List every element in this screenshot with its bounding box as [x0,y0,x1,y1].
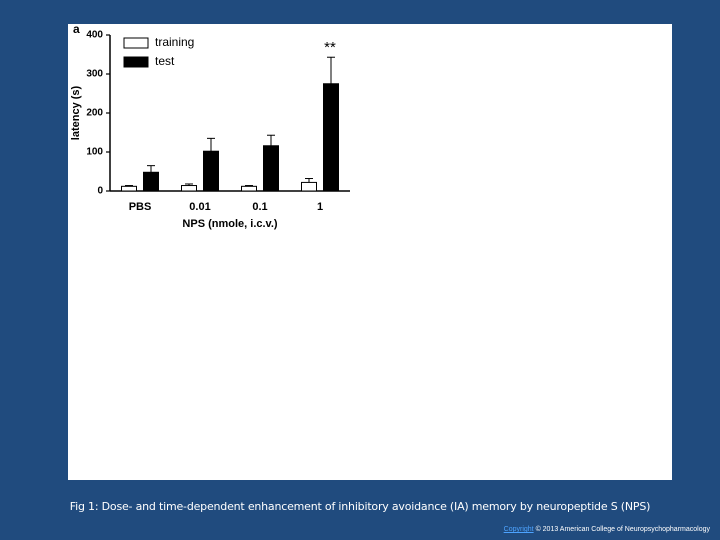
bar [301,181,317,192]
legend-swatch [123,56,149,68]
legend-label: training [155,35,194,49]
copyright-text: © 2013 American College of Neuropsychoph… [535,526,710,533]
bar [203,150,219,192]
legend-label: test [155,54,175,68]
x-tick-label: 1 [317,201,323,213]
bar [181,185,197,192]
y-tick-label: 200 [86,108,103,119]
y-tick-label: 400 [86,30,103,41]
x-tick-label: PBS [129,201,152,213]
x-axis-label: NPS (nmole, i.c.v.) [182,218,277,230]
y-tick-label: 0 [97,186,103,197]
significance-annotation: ** [324,39,336,56]
copyright: Copyright © 2013 American College of Neu… [504,526,710,533]
bar [143,171,159,192]
x-tick-label: 0.01 [189,201,210,213]
y-axis-label: latency (s) [70,85,82,140]
bar [241,185,257,192]
panel-label: a [73,22,80,36]
copyright-link[interactable]: Copyright [503,526,534,533]
caption: Fig 1: Dose- and time-dependent enhancem… [69,500,651,513]
y-tick-label: 300 [86,69,103,80]
figure-panel [68,24,672,480]
bar [121,185,137,192]
x-tick-label: 0.1 [252,201,267,213]
legend-swatch [123,37,149,49]
bar [323,83,339,192]
bar [263,145,279,192]
y-tick-label: 100 [86,147,103,158]
